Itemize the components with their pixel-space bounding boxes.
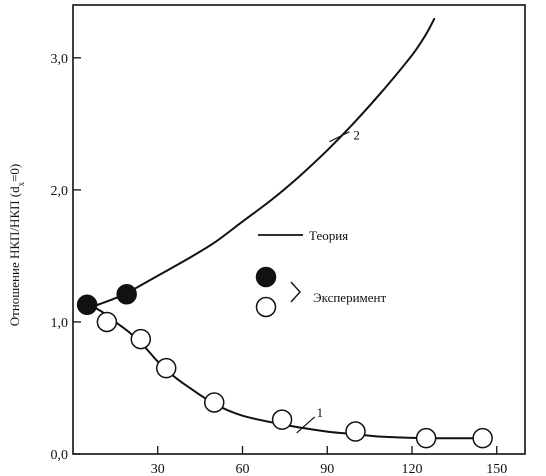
legend-theory-label: Теория [309, 228, 348, 243]
y-axis-label-subscript: x [16, 181, 26, 186]
experiment-filled-point [116, 283, 137, 305]
experiment-open-point [472, 427, 493, 449]
curve-label-2: 2 [353, 128, 360, 143]
curves: 21 [86, 17, 483, 440]
x-tick-label: 120 [402, 462, 423, 476]
svg-text:Отношение НКП/НКП (dx=0): Отношение НКП/НКП (dx=0) [7, 164, 26, 327]
experiment-open-point [271, 409, 293, 430]
x-tick-label: 150 [486, 462, 507, 476]
y-axis-label-tail: =0) [7, 164, 22, 182]
callout-line-2 [329, 131, 350, 143]
legend-bracket [290, 281, 301, 303]
theory-curve-2 [86, 17, 436, 310]
legend-open-marker [255, 296, 277, 318]
plot-frame [72, 4, 526, 455]
axis-ticks: 30 60 90 120 150 0,0 1,0 2,0 3,0 [51, 52, 508, 476]
y-axis-label: Отношение НКП/НКП (dx=0) [7, 164, 26, 327]
x-tick-label: 90 [320, 462, 334, 476]
legend: Теория Эксперимент [255, 228, 386, 318]
y-tick-label: 0,0 [51, 448, 69, 463]
experiment-open-point [96, 311, 118, 333]
theory-curve-1 [86, 302, 483, 440]
y-axis-label-main: Отношение НКП/НКП (d [7, 186, 22, 326]
experiment-open-point [130, 328, 152, 350]
y-tick-label: 1,0 [51, 316, 69, 331]
callout-line-1 [296, 416, 316, 434]
legend-experiment-label: Эксперимент [313, 290, 386, 305]
experiment-filled-point [76, 294, 98, 316]
experiment-open-point [204, 392, 225, 413]
x-tick-label: 30 [151, 462, 165, 476]
data-points [76, 283, 493, 449]
legend-filled-marker [255, 266, 277, 288]
experiment-open-point [345, 421, 366, 442]
y-tick-label: 2,0 [51, 184, 69, 199]
experiment-open-point [415, 427, 437, 449]
x-tick-label: 60 [236, 462, 250, 476]
experiment-open-point [155, 357, 177, 379]
curve-label-1: 1 [317, 405, 324, 420]
y-tick-label: 3,0 [51, 52, 69, 67]
plot-border [72, 4, 526, 455]
